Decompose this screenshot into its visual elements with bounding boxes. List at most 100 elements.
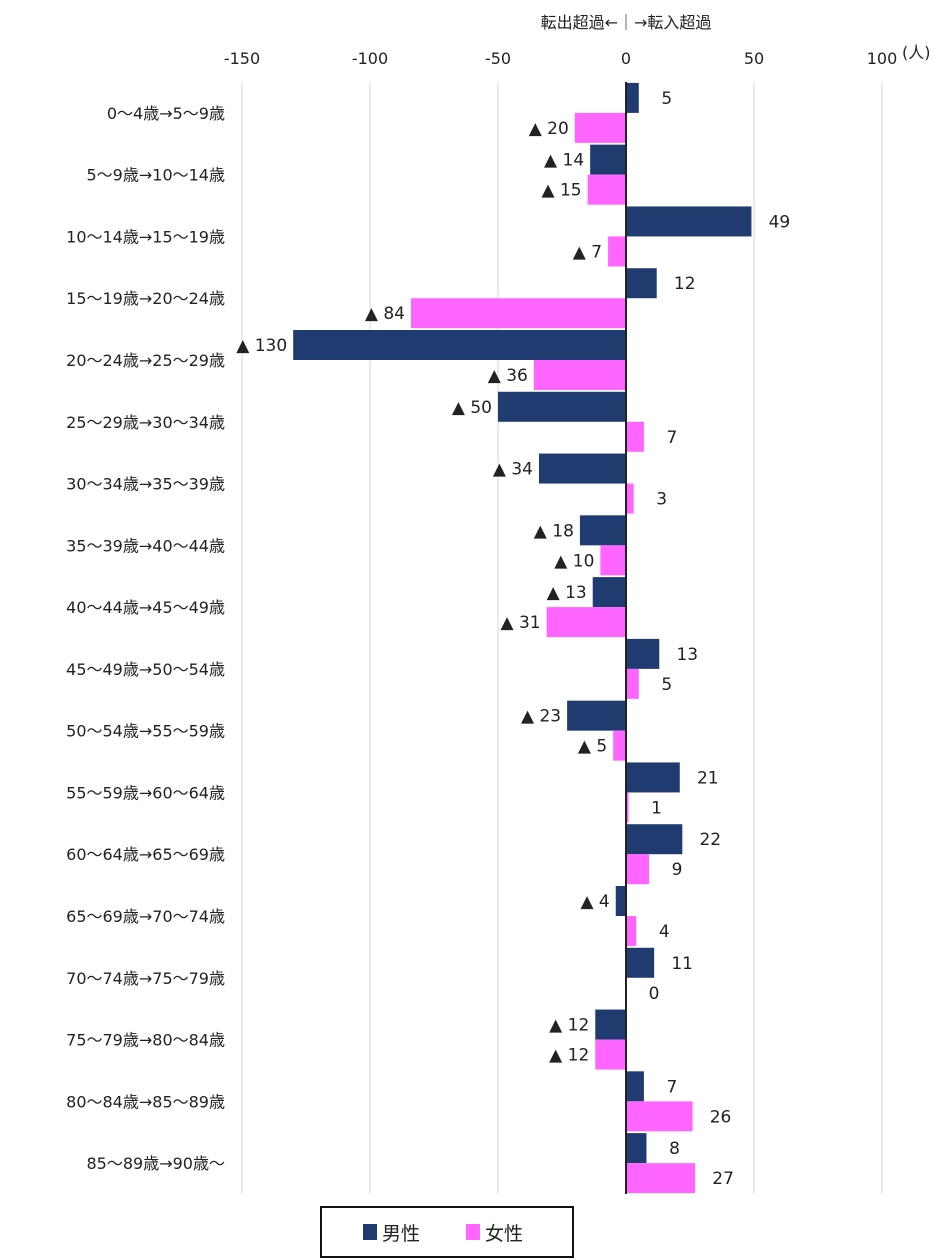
legend-swatch-female (466, 1224, 480, 1240)
data-label: ▲ 4 (580, 892, 609, 912)
category-labels: 0～4歳→5～9歳 5～9歳→10～14歳 10～14歳→15～19歳 15～19歳→… (66, 104, 225, 1173)
data-label: ▲ 15 (541, 181, 581, 201)
bar-male (567, 700, 626, 731)
bar-female (626, 792, 629, 823)
data-label: 9 (672, 860, 683, 880)
bar-male (626, 82, 639, 113)
category-label: 15～19歳→20～24歳 (66, 289, 225, 308)
data-label: ▲ 31 (501, 613, 541, 633)
bar-male (626, 268, 657, 299)
x-tick-label: -150 (224, 49, 260, 68)
direction-label: 転出超過←｜→転入超過 (541, 13, 712, 32)
data-label: 7 (667, 428, 678, 448)
data-label: 12 (674, 274, 696, 294)
data-label: ▲ 5 (578, 737, 607, 757)
data-label: 8 (669, 1139, 680, 1159)
bar-male (626, 947, 655, 978)
data-label: ▲ 12 (549, 1046, 589, 1066)
data-label: ▲ 10 (554, 551, 594, 571)
bar-male (293, 330, 626, 360)
category-label: 25～29歳→30～34歳 (66, 413, 225, 432)
category-label: 10～14歳→15～19歳 (66, 227, 225, 246)
category-label: 50～54歳→55～59歳 (66, 722, 225, 741)
data-label: ▲ 12 (549, 1016, 589, 1036)
bar-female (613, 730, 626, 761)
data-label: ▲ 36 (488, 366, 528, 386)
category-label: 0～4歳→5～9歳 (107, 104, 225, 123)
bar-female (626, 421, 644, 452)
category-label: 85～89歳→90歳～ (87, 1154, 226, 1173)
category-label: 60～64歳→65～69歳 (66, 845, 225, 864)
data-label: 7 (667, 1077, 678, 1097)
bar-female (626, 668, 639, 699)
category-label: 55～59歳→60～64歳 (66, 783, 225, 802)
data-label: ▲ 84 (365, 304, 405, 324)
bar-female (410, 298, 626, 329)
category-label: 65～69歳→70～74歳 (66, 907, 225, 926)
bar-male (615, 886, 626, 916)
bar-female (600, 545, 626, 576)
category-label: 70～74歳→75～79歳 (66, 969, 225, 988)
bar-male (626, 762, 680, 793)
data-label: 26 (710, 1107, 732, 1127)
legend: 男性 女性 (320, 1206, 574, 1258)
bar-male (626, 206, 752, 237)
data-label: ▲ 130 (236, 336, 287, 356)
category-label: 20～24歳→25～29歳 (66, 351, 225, 370)
legend-label-female: 女性 (485, 1223, 523, 1245)
bar-female (626, 916, 637, 946)
bar-female (533, 360, 626, 390)
data-label: ▲ 34 (493, 460, 533, 480)
category-label: 75～79歳→80～84歳 (66, 1031, 225, 1050)
bar-female (587, 174, 626, 205)
bar-male (579, 515, 626, 546)
bar-female (626, 854, 650, 885)
bar-female (626, 1101, 693, 1132)
bar-female (574, 112, 626, 143)
data-label: ▲ 20 (529, 119, 569, 139)
bar-male (592, 577, 626, 608)
data-label: ▲ 18 (534, 521, 574, 541)
category-label: 30～34歳→35～39歳 (66, 475, 225, 494)
x-tick-label: 100 (867, 49, 898, 68)
data-label: ▲ 14 (544, 151, 584, 171)
bar-female (546, 607, 626, 638)
category-label: 5～9歳→10～14歳 (87, 166, 226, 185)
gridlines (241, 82, 883, 1194)
x-tick-label: 50 (744, 49, 764, 68)
legend-box (320, 1206, 574, 1258)
category-label: 45～49歳→50～54歳 (66, 660, 225, 679)
category-label: 80～84歳→85～89歳 (66, 1092, 225, 1111)
x-tick-label: 0 (621, 49, 631, 68)
data-label: 11 (671, 954, 693, 974)
data-label: 13 (676, 645, 698, 665)
data-label: 1 (651, 798, 662, 818)
bar-male (498, 391, 626, 422)
legend-label-male: 男性 (382, 1223, 420, 1245)
bar-male (590, 144, 626, 175)
bars (293, 82, 752, 1194)
data-label: 22 (699, 830, 721, 850)
category-label: 40～44歳→45～49歳 (66, 598, 225, 617)
unit-label: (人) (902, 43, 931, 62)
bar-male (626, 1133, 647, 1164)
data-label: ▲ 50 (452, 398, 492, 418)
data-label: 21 (697, 768, 719, 788)
data-label: 5 (661, 675, 672, 695)
data-label: 27 (712, 1169, 734, 1189)
bar-female (595, 1039, 626, 1070)
bar-male (538, 453, 626, 484)
x-axis-ticks: -150 -100 -50 0 50 100 (224, 49, 897, 68)
bar-male (626, 1071, 644, 1102)
bar-female (626, 483, 634, 514)
x-tick-label: -50 (485, 49, 511, 68)
data-label: ▲ 7 (573, 242, 602, 262)
bar-male (626, 638, 660, 669)
x-tick-label: -100 (352, 49, 388, 68)
bar-female (608, 236, 626, 267)
data-label: 3 (656, 490, 667, 510)
data-label: ▲ 23 (521, 707, 561, 727)
category-label: 35～39歳→40～44歳 (66, 536, 225, 555)
